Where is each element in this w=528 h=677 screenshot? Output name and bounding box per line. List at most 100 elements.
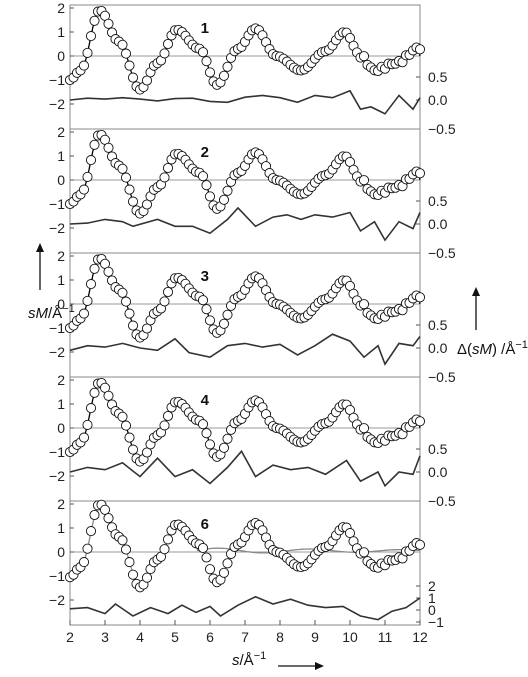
data-point (197, 419, 209, 430)
data-point (124, 308, 135, 319)
data-point (197, 171, 209, 182)
data-point (197, 295, 209, 306)
data-point (162, 38, 174, 50)
data-point (218, 442, 230, 453)
data-point (204, 315, 216, 326)
left-tick-label: 0 (57, 420, 65, 436)
data-point (103, 18, 114, 29)
right-tick-label: 0.5 (428, 317, 448, 333)
data-point (117, 163, 128, 174)
data-point (120, 48, 132, 59)
data-point (103, 513, 114, 524)
data-point (141, 572, 153, 583)
data-point (120, 172, 132, 183)
right-tick-label: 0.0 (428, 92, 448, 108)
data-point (127, 569, 139, 580)
left-tick-label: 0 (57, 172, 65, 188)
data-point (103, 142, 114, 153)
left-tick-label: 1 (57, 148, 65, 164)
left-tick-label: −2 (49, 96, 65, 112)
data-point (82, 295, 93, 306)
data-point (89, 509, 100, 521)
left-axis-label: sM/Å−1 (28, 303, 75, 322)
data-point (222, 433, 233, 444)
panel-4: 2 1 0 −1 −2 0.5 0.0 −0.5 4 (49, 372, 456, 509)
right-tick-label: 0.5 (428, 193, 448, 209)
panel-label: 3 (201, 268, 209, 285)
panels-group: 2 1 0 −1 −2 0.5 0.0 −0.5 1 2 1 0 −1 −2 0.5 0.0 −0.5 2 2 1 0 −… (49, 0, 456, 630)
data-point (124, 184, 135, 195)
data-point (85, 31, 97, 42)
experimental-points (64, 499, 426, 593)
data-point (127, 320, 139, 331)
data-point (82, 47, 93, 58)
right-tick-label: −0.5 (428, 121, 456, 137)
data-point (159, 296, 170, 307)
left-tick-label: 2 (57, 496, 65, 512)
left-tick-label: −1 (49, 568, 65, 584)
left-tick-label: 1 (57, 272, 65, 288)
x-tick-label: 7 (241, 629, 249, 645)
difference-curve (69, 89, 421, 115)
data-point (162, 410, 174, 422)
data-point (78, 557, 90, 568)
right-tick-label: 1 (428, 590, 436, 606)
right-tick-label: −0.5 (428, 245, 456, 261)
data-point (117, 411, 128, 422)
data-point (78, 60, 90, 71)
data-point (218, 70, 230, 81)
left-axis-arrowhead (36, 243, 44, 252)
data-point (218, 194, 230, 205)
data-point (222, 61, 233, 72)
data-point (218, 318, 230, 329)
data-point (414, 168, 426, 179)
data-point (197, 542, 209, 554)
data-point (204, 439, 216, 450)
left-tick-label: 2 (57, 372, 65, 388)
left-tick-label: 0 (57, 296, 65, 312)
left-tick-label: −2 (49, 344, 65, 360)
data-point (204, 67, 216, 78)
data-point (162, 286, 174, 298)
x-tick-label: 2 (66, 629, 74, 645)
data-point (358, 299, 370, 310)
panel-1: 2 1 0 −1 −2 0.5 0.0 −0.5 1 (49, 0, 456, 137)
data-point (358, 175, 370, 186)
data-point (218, 567, 230, 578)
data-point (85, 403, 97, 414)
x-tick-label: 8 (276, 629, 284, 645)
experimental-points (64, 253, 426, 343)
right-tick-label: −0.5 (428, 493, 456, 509)
left-tick-label: 1 (57, 396, 65, 412)
right-tick-label: 0.0 (428, 340, 448, 356)
x-tick-label: 9 (311, 629, 319, 645)
left-tick-label: 2 (57, 248, 65, 264)
data-point (204, 564, 216, 575)
data-point (414, 416, 426, 427)
data-point (201, 56, 212, 67)
difference-curve (69, 206, 421, 242)
left-tick-label: 2 (57, 124, 65, 140)
data-point (414, 539, 426, 550)
x-tick-label: 5 (171, 629, 179, 645)
data-point (159, 172, 170, 183)
left-tick-label: −1 (49, 320, 65, 336)
left-tick-label: −1 (49, 444, 65, 460)
data-point (414, 292, 426, 303)
data-point (358, 547, 370, 558)
data-point (78, 308, 90, 319)
right-axis-arrowhead (472, 287, 480, 296)
x-tick-label: 3 (101, 629, 109, 645)
data-point (159, 48, 170, 59)
data-point (201, 180, 212, 191)
x-tick-label: 11 (378, 629, 393, 645)
data-point (85, 526, 97, 537)
difference-curve (69, 449, 421, 488)
panel-label: 6 (201, 516, 209, 533)
data-point (127, 444, 139, 455)
x-tick-label: 4 (136, 629, 144, 645)
panel-label: 4 (201, 392, 210, 409)
right-tick-label: 0.0 (428, 216, 448, 232)
data-point (103, 390, 114, 401)
data-point (82, 171, 93, 182)
